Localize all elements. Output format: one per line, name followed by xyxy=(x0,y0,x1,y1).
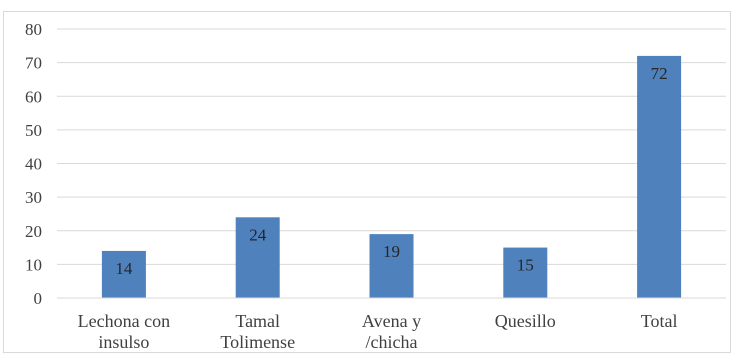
y-tick-label: 20 xyxy=(25,222,42,241)
x-tick-label: insulso xyxy=(98,332,149,352)
data-label: 15 xyxy=(517,256,534,275)
y-tick-label: 30 xyxy=(25,188,42,207)
x-tick-label: Tamal xyxy=(235,311,280,331)
bar xyxy=(503,247,548,298)
bars xyxy=(101,55,682,299)
y-tick-label: 60 xyxy=(25,87,42,106)
y-tick-label: 10 xyxy=(25,255,42,274)
bar xyxy=(235,217,280,298)
data-labels: 14 24 19 15 72 xyxy=(115,64,667,278)
data-label: 24 xyxy=(249,225,267,244)
gridlines xyxy=(57,28,726,265)
data-label: 14 xyxy=(115,259,133,278)
y-tick-label: 0 xyxy=(34,289,43,308)
y-axis-ticks: 0 10 20 30 40 50 60 70 80 xyxy=(25,20,42,308)
bar xyxy=(101,250,146,298)
x-tick-label: Avena y xyxy=(362,311,421,331)
x-tick-label: Tolimense xyxy=(220,332,295,352)
x-tick-label: Quesillo xyxy=(495,311,556,331)
bar xyxy=(637,55,682,299)
bar xyxy=(369,234,414,298)
x-tick-label: /chicha xyxy=(366,332,418,352)
x-tick-label: Total xyxy=(641,311,678,331)
data-label: 19 xyxy=(383,242,400,261)
y-tick-label: 70 xyxy=(25,54,42,73)
data-label: 72 xyxy=(651,64,668,83)
y-tick-label: 80 xyxy=(25,20,42,39)
y-tick-label: 50 xyxy=(25,121,42,140)
y-tick-label: 40 xyxy=(25,155,42,174)
x-tick-label: Lechona con xyxy=(78,311,170,331)
